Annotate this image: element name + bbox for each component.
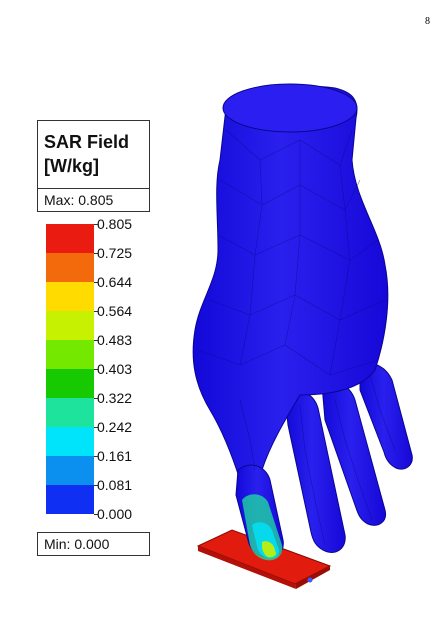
legend-max-box: Max: 0.805	[37, 188, 150, 212]
legend-min-box: Min: 0.000	[37, 532, 150, 556]
phone-plate-edge-right	[295, 566, 330, 589]
legend-tick-label: 0.403	[97, 361, 133, 377]
legend-tick	[94, 514, 98, 515]
legend-tick-label: 0.000	[97, 506, 133, 522]
hand-palm	[192, 85, 389, 491]
legend-swatch	[46, 427, 94, 456]
legend-swatch	[46, 369, 94, 398]
fingertip-sar-peak	[262, 541, 276, 558]
legend-tick	[94, 340, 98, 341]
plate-marker	[307, 577, 313, 583]
legend-max-label: Max: 0.805	[44, 192, 114, 208]
legend-title-line1: SAR Field	[44, 132, 130, 152]
legend-tick	[94, 398, 98, 399]
legend-tick-label: 0.644	[97, 274, 133, 290]
legend-swatch	[46, 340, 94, 369]
legend-tick-label: 0.161	[97, 448, 133, 464]
legend-min-label: Min: 0.000	[44, 536, 110, 552]
legend-title: SAR Field [W/kg]	[44, 130, 148, 178]
legend-tick-label: 0.564	[97, 303, 133, 319]
legend-tick	[94, 282, 98, 283]
mesh-lines	[197, 129, 396, 546]
legend-swatch	[46, 398, 94, 427]
legend-swatch	[46, 456, 94, 485]
legend-tick	[94, 427, 98, 428]
hand-sar-figure	[192, 83, 413, 589]
legend-tick	[94, 224, 98, 225]
legend-title-line2: [W/kg]	[44, 156, 99, 176]
legend-tick-label: 0.805	[97, 216, 133, 232]
legend-tick	[94, 456, 98, 457]
legend-swatch	[46, 224, 94, 253]
legend-tick	[94, 253, 98, 254]
legend-tick	[94, 369, 98, 370]
legend-tick-label: 0.081	[97, 477, 133, 493]
hand-little-finger	[359, 362, 413, 470]
legend-swatch	[46, 282, 94, 311]
phone-plate-edge	[198, 546, 296, 589]
legend-tick	[94, 311, 98, 312]
legend-swatch	[46, 311, 94, 340]
legend-tick	[94, 485, 98, 486]
page-number: 8	[425, 16, 430, 27]
legend-tick-label: 0.242	[97, 419, 133, 435]
legend-tick-label: 0.725	[97, 245, 133, 261]
legend-swatch	[46, 485, 94, 514]
legend-tick-label: 0.322	[97, 390, 133, 406]
legend-swatch	[46, 253, 94, 282]
sar-legend: SAR Field [W/kg] Max: 0.805 0.805 0.725 0.…	[37, 120, 150, 558]
legend-tick-label: 0.483	[97, 332, 133, 348]
wrist-top	[222, 83, 358, 133]
legend-title-box: SAR Field [W/kg]	[37, 120, 150, 189]
color-scale: 0.805 0.725 0.644 0.564 0.483 0.403 0.322 0.242…	[37, 212, 150, 530]
